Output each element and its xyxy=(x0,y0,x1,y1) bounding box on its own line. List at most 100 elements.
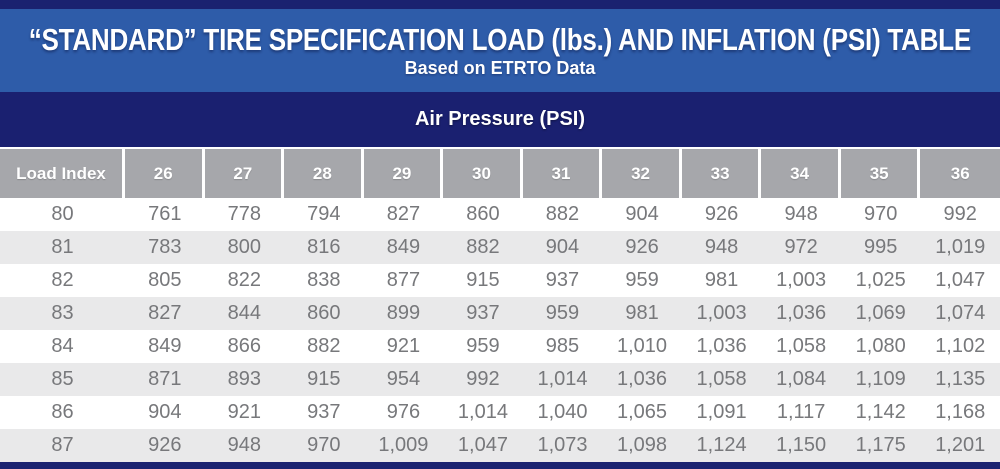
column-header-psi-29: 29 xyxy=(364,149,444,198)
load-value-cell: 981 xyxy=(704,269,739,291)
load-value-cell: 844 xyxy=(227,302,261,324)
load-value-cell: 921 xyxy=(386,335,421,357)
load-value-cell: 937 xyxy=(466,302,500,324)
table-header-row: Load Index 26 27 28 29 30 31 32 33 34 35 36 xyxy=(0,147,1000,198)
load-value-cell: 1,003 xyxy=(776,269,827,291)
table-row: 81 783 800 816 849 882 904 926 948 972 995 1,019 xyxy=(0,231,1000,264)
table-row: 87 926 948 970 1,009 1,047 1,073 1,098 1,124 1,15… xyxy=(0,429,1000,462)
column-header-psi-30: 30 xyxy=(443,149,523,198)
load-value-cell: 1,036 xyxy=(617,368,668,390)
load-value-cell: 761 xyxy=(148,203,182,225)
load-value-cell: 985 xyxy=(545,335,580,357)
load-index-cell: 83 xyxy=(51,302,74,324)
column-header-psi-31: 31 xyxy=(523,149,603,198)
load-value-cell: 838 xyxy=(307,269,341,291)
load-value-cell: 992 xyxy=(943,203,977,225)
table-row: 84 849 866 882 921 959 985 1,010 1,036 1,058 1,080… xyxy=(0,330,1000,363)
load-index-cell: 87 xyxy=(51,434,74,456)
load-value-cell: 981 xyxy=(625,302,659,324)
load-value-cell: 1,175 xyxy=(855,434,906,456)
load-value-cell: 1,080 xyxy=(855,335,906,357)
air-pressure-label: Air Pressure (PSI) xyxy=(414,108,586,130)
load-value-cell: 1,098 xyxy=(617,434,668,456)
table-row: 82 805 822 838 877 915 937 959 981 1,003 1,025 1,04… xyxy=(0,264,1000,297)
load-value-cell: 995 xyxy=(863,236,898,258)
load-value-cell: 794 xyxy=(307,203,341,225)
load-value-cell: 915 xyxy=(307,368,341,390)
load-value-cell: 860 xyxy=(307,302,341,324)
load-value-cell: 904 xyxy=(545,236,580,258)
column-header-psi-26: 26 xyxy=(125,149,205,198)
load-value-cell: 882 xyxy=(545,203,580,225)
load-value-cell: 1,150 xyxy=(776,434,827,456)
load-value-cell: 827 xyxy=(386,203,421,225)
load-value-cell: 822 xyxy=(227,269,261,291)
load-value-cell: 1,019 xyxy=(935,236,986,258)
load-value-cell: 1,047 xyxy=(457,434,508,456)
load-value-cell: 1,036 xyxy=(696,335,747,357)
load-value-cell: 954 xyxy=(386,368,421,390)
load-value-cell: 1,201 xyxy=(935,434,986,456)
load-value-cell: 1,084 xyxy=(776,368,827,390)
load-value-cell: 1,073 xyxy=(537,434,588,456)
load-value-cell: 805 xyxy=(148,269,182,291)
load-value-cell: 1,058 xyxy=(696,368,747,390)
load-value-cell: 904 xyxy=(148,401,182,423)
load-value-cell: 926 xyxy=(148,434,182,456)
load-value-cell: 1,102 xyxy=(935,335,986,357)
load-value-cell: 926 xyxy=(704,203,739,225)
load-value-cell: 1,014 xyxy=(537,368,588,390)
load-value-cell: 882 xyxy=(466,236,500,258)
column-header-load-index: Load Index xyxy=(0,149,125,198)
load-value-cell: 778 xyxy=(227,203,261,225)
load-value-cell: 1,091 xyxy=(696,401,747,423)
load-value-cell: 1,074 xyxy=(935,302,986,324)
column-header-psi-32: 32 xyxy=(602,149,682,198)
load-value-cell: 992 xyxy=(466,368,500,390)
load-value-cell: 948 xyxy=(784,203,818,225)
load-value-cell: 1,135 xyxy=(935,368,986,390)
load-value-cell: 1,003 xyxy=(696,302,747,324)
load-value-cell: 937 xyxy=(545,269,580,291)
load-value-cell: 1,117 xyxy=(776,401,826,423)
top-border-strip xyxy=(0,0,1000,9)
load-value-cell: 1,010 xyxy=(617,335,668,357)
load-value-cell: 959 xyxy=(466,335,500,357)
load-value-cell: 871 xyxy=(148,368,182,390)
load-value-cell: 948 xyxy=(704,236,739,258)
load-value-cell: 1,047 xyxy=(935,269,986,291)
column-header-psi-28: 28 xyxy=(284,149,364,198)
load-value-cell: 915 xyxy=(466,269,500,291)
column-header-psi-36: 36 xyxy=(950,163,970,183)
load-value-cell: 800 xyxy=(227,236,261,258)
air-pressure-header: Air Pressure (PSI) xyxy=(0,92,1000,147)
load-value-cell: 970 xyxy=(863,203,898,225)
load-index-cell: 81 xyxy=(51,236,74,258)
load-value-cell: 1,142 xyxy=(855,401,906,423)
load-value-cell: 816 xyxy=(307,236,341,258)
load-value-cell: 1,040 xyxy=(537,401,588,423)
load-value-cell: 1,009 xyxy=(378,434,429,456)
bottom-border-strip xyxy=(0,462,1000,469)
table-row: 85 871 893 915 954 992 1,014 1,036 1,058 1,084 1,1… xyxy=(0,363,1000,396)
load-value-cell: 959 xyxy=(545,302,580,324)
load-value-cell: 882 xyxy=(307,335,341,357)
load-value-cell: 1,168 xyxy=(935,401,986,423)
load-value-cell: 904 xyxy=(625,203,659,225)
title-banner: “STANDARD” TIRE SPECIFICATION LOAD (lbs.… xyxy=(0,9,1000,92)
load-value-cell: 860 xyxy=(466,203,500,225)
load-value-cell: 970 xyxy=(307,434,341,456)
load-value-cell: 849 xyxy=(148,335,182,357)
load-value-cell: 959 xyxy=(625,269,659,291)
column-header-psi-33: 33 xyxy=(682,149,762,198)
load-index-cell: 80 xyxy=(51,203,74,225)
load-value-cell: 827 xyxy=(148,302,182,324)
load-value-cell: 877 xyxy=(386,269,421,291)
load-value-cell: 976 xyxy=(386,401,421,423)
load-value-cell: 1,065 xyxy=(617,401,668,423)
load-value-cell: 937 xyxy=(307,401,341,423)
page-title: “STANDARD” TIRE SPECIFICATION LOAD (lbs.… xyxy=(28,21,972,57)
load-value-cell: 921 xyxy=(227,401,261,423)
page-subtitle: Based on ETRTO Data xyxy=(404,57,596,78)
